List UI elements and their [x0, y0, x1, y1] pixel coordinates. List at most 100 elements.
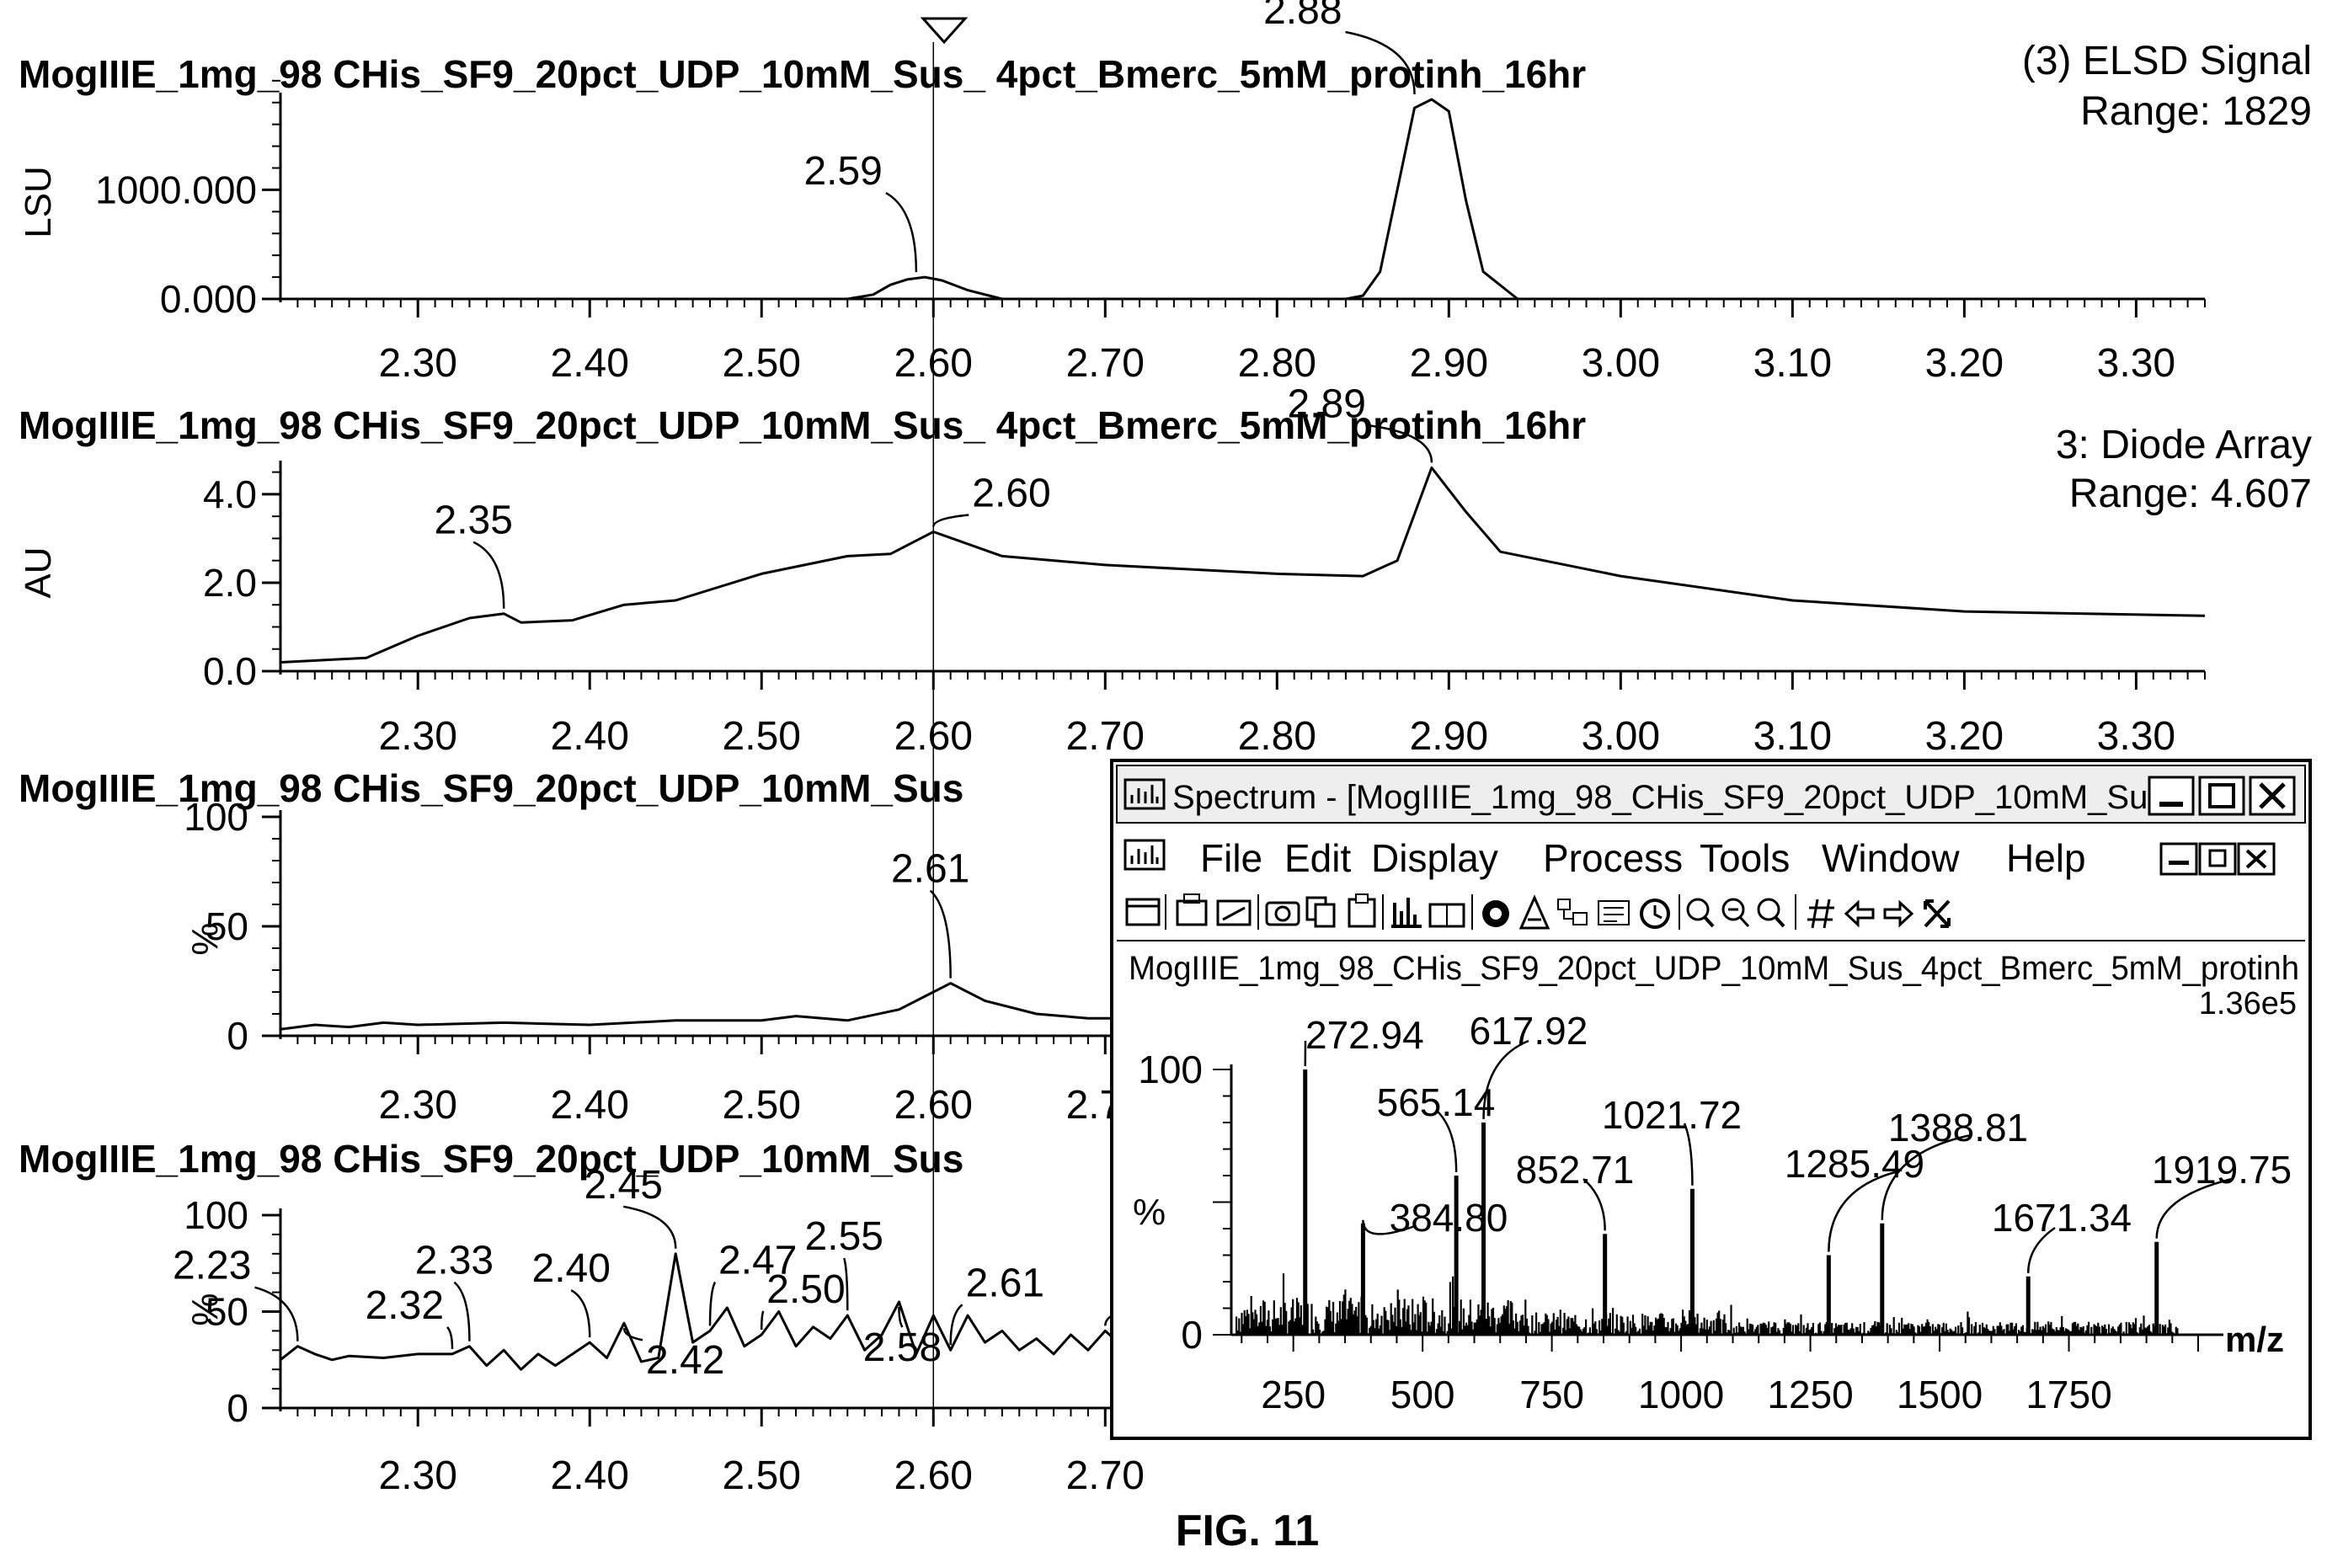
spectrum-peak-label: 1021.72 — [1602, 1093, 1742, 1137]
menu-tools[interactable]: Tools — [1700, 836, 1790, 880]
spectrum-x-tick-label: 1500 — [1897, 1373, 1983, 1416]
globe-icon[interactable] — [1482, 900, 1509, 927]
menu-display[interactable]: Display — [1371, 836, 1498, 880]
ms-chromatogram-2-y-axis-label: % — [184, 1293, 226, 1325]
x-tick-label: 3.20 — [1925, 714, 2004, 759]
figure-label: FIG. 11 — [1176, 1507, 1320, 1555]
library-icon[interactable] — [1428, 903, 1465, 928]
ms-chromatogram-2: MogIIIE_1mg_98 CHis_SF9_20pct_UDP_10mM_S… — [19, 1137, 1209, 1498]
marker-triangle[interactable] — [920, 17, 969, 45]
spectrum-intensity: 1.36e5 — [2199, 986, 2297, 1021]
x-tick-label: 2.30 — [379, 1083, 457, 1128]
print-preview-icon[interactable] — [1216, 899, 1252, 926]
spectrum-y-axis-label: % — [1133, 1192, 1166, 1233]
spectrum-window[interactable]: Spectrum - [MogIIIE_1mg_98_CHis_SF9_20pc… — [1110, 759, 2312, 1440]
spectrum-peak-leader — [1435, 1109, 1458, 1173]
clock-icon[interactable] — [1640, 899, 1670, 929]
elsd-range-label: Range: 1829 — [2080, 89, 2312, 134]
minimize-button[interactable] — [2148, 776, 2195, 816]
x-tick-label: 2.40 — [551, 1453, 629, 1498]
menu-app-icon[interactable] — [1123, 839, 1166, 871]
x-tick-label: 3.00 — [1582, 714, 1660, 759]
spectrum-peak-label: 1919.75 — [2152, 1148, 2292, 1192]
peak-label: 2.23 — [173, 1244, 251, 1288]
y-tick-label: 0.0 — [203, 649, 257, 693]
menu-help[interactable]: Help — [2006, 836, 2086, 880]
x-tick-label: 2.60 — [894, 1453, 973, 1498]
forward-arrow-icon[interactable] — [1883, 899, 1914, 928]
menu-window[interactable]: Window — [1822, 836, 1960, 880]
spectrum-noise — [1236, 1273, 2179, 1335]
peak-leader — [1345, 30, 1416, 95]
window-app-icon[interactable] — [1123, 778, 1166, 810]
peak-leader — [254, 1286, 299, 1341]
elemental-icon[interactable] — [1598, 900, 1630, 925]
x-tick-label: 2.50 — [723, 1083, 801, 1128]
close-button[interactable] — [2249, 776, 2296, 816]
x-tick-label: 2.70 — [1066, 341, 1145, 386]
x-tick-label: 3.30 — [2097, 341, 2175, 386]
ms-chromatogram-2-title: MogIIIE_1mg_98 CHis_SF9_20pct_UDP_10mM_S… — [19, 1137, 963, 1181]
child-minimize-button[interactable] — [2159, 842, 2198, 876]
fit-icon[interactable] — [1924, 899, 1951, 928]
peak-leader — [885, 191, 918, 273]
grid-icon[interactable] — [1807, 899, 1834, 929]
peak-label: 2.32 — [366, 1283, 444, 1328]
spectrum-peak-label: 565.14 — [1377, 1080, 1496, 1124]
elsd-y-axis-label: LSU — [18, 166, 59, 238]
back-arrow-icon[interactable] — [1844, 899, 1875, 928]
y-tick-label: 0 — [227, 1386, 248, 1430]
window-title: Spectrum - [MogIIIE_1mg_98_CHis_SF9_20pc… — [1172, 779, 2193, 816]
x-tick-label: 3.10 — [1753, 714, 1832, 759]
zoom-out-icon[interactable] — [1721, 898, 1750, 928]
peak-label: 2.45 — [584, 1163, 663, 1208]
spectrum-peak-label: 1388.81 — [1888, 1106, 2028, 1149]
menu-process[interactable]: Process — [1543, 836, 1683, 880]
camera-icon[interactable] — [1265, 901, 1300, 926]
spectrum-peak-leader — [2026, 1226, 2056, 1273]
spectrum-peak-leader — [2155, 1177, 2233, 1239]
child-close-icon — [2245, 849, 2267, 869]
copy-icon[interactable] — [1305, 896, 1336, 928]
y-tick-label: 2.0 — [203, 561, 257, 605]
paste-icon[interactable] — [1348, 893, 1376, 928]
menu-file[interactable]: File — [1200, 836, 1262, 880]
spectrum-peak-label: 272.94 — [1305, 1013, 1424, 1057]
chromatogram-curve — [280, 1252, 1123, 1371]
x-tick-label: 2.80 — [1238, 714, 1316, 759]
bar-chart-icon[interactable] — [1391, 898, 1422, 928]
spectrum-y-tick-label: 0 — [1181, 1313, 1203, 1357]
network-icon[interactable] — [1557, 899, 1588, 925]
y-tick-label: 100 — [184, 795, 248, 839]
print-icon[interactable] — [1176, 893, 1208, 926]
peak-label: 2.58 — [863, 1325, 942, 1370]
zoom-reset-icon[interactable] — [1757, 898, 1785, 928]
close-icon — [2259, 782, 2286, 809]
maximize-button[interactable] — [2198, 776, 2245, 816]
peak-leader — [761, 1310, 765, 1330]
diode-array-signal-label: 3: Diode Array — [2056, 423, 2312, 467]
child-restore-button[interactable] — [2198, 842, 2237, 876]
chromatogram-curve — [280, 98, 2205, 301]
x-tick-label: 2.50 — [723, 341, 801, 386]
spectrum-x-tick-label: 1250 — [1767, 1373, 1853, 1416]
spectrum-peak-leader — [1683, 1123, 1694, 1186]
spectrum-peak-leader — [1582, 1178, 1606, 1231]
child-close-button[interactable] — [2237, 842, 2276, 876]
peak-label-icon[interactable] — [1518, 894, 1550, 930]
diode-array-chart: MogIIIE_1mg_98 CHis_SF9_20pct_UDP_10mM_S… — [18, 381, 2312, 759]
peak-leader — [929, 889, 952, 979]
spectrum-sample-name: MogIIIE_1mg_98_CHis_SF9_20pct_UDP_10mM_S… — [1129, 950, 2299, 987]
x-tick-label: 3.10 — [1753, 341, 1832, 386]
elsd-chart: MogIIIE_1mg_98 CHis_SF9_20pct_UDP_10mM_S… — [18, 0, 2312, 386]
peak-leader — [623, 1205, 677, 1249]
x-tick-label: 3.30 — [2097, 714, 2175, 759]
peak-leader — [570, 1289, 591, 1338]
menu-edit[interactable]: Edit — [1284, 836, 1351, 880]
peak-leader — [843, 1257, 849, 1311]
open-icon[interactable] — [1125, 898, 1161, 926]
spectrum-peak-label: 852.71 — [1516, 1148, 1635, 1192]
peak-label: 2.50 — [766, 1267, 845, 1312]
y-tick-label: 50 — [205, 904, 248, 948]
zoom-in-icon[interactable] — [1686, 898, 1715, 928]
